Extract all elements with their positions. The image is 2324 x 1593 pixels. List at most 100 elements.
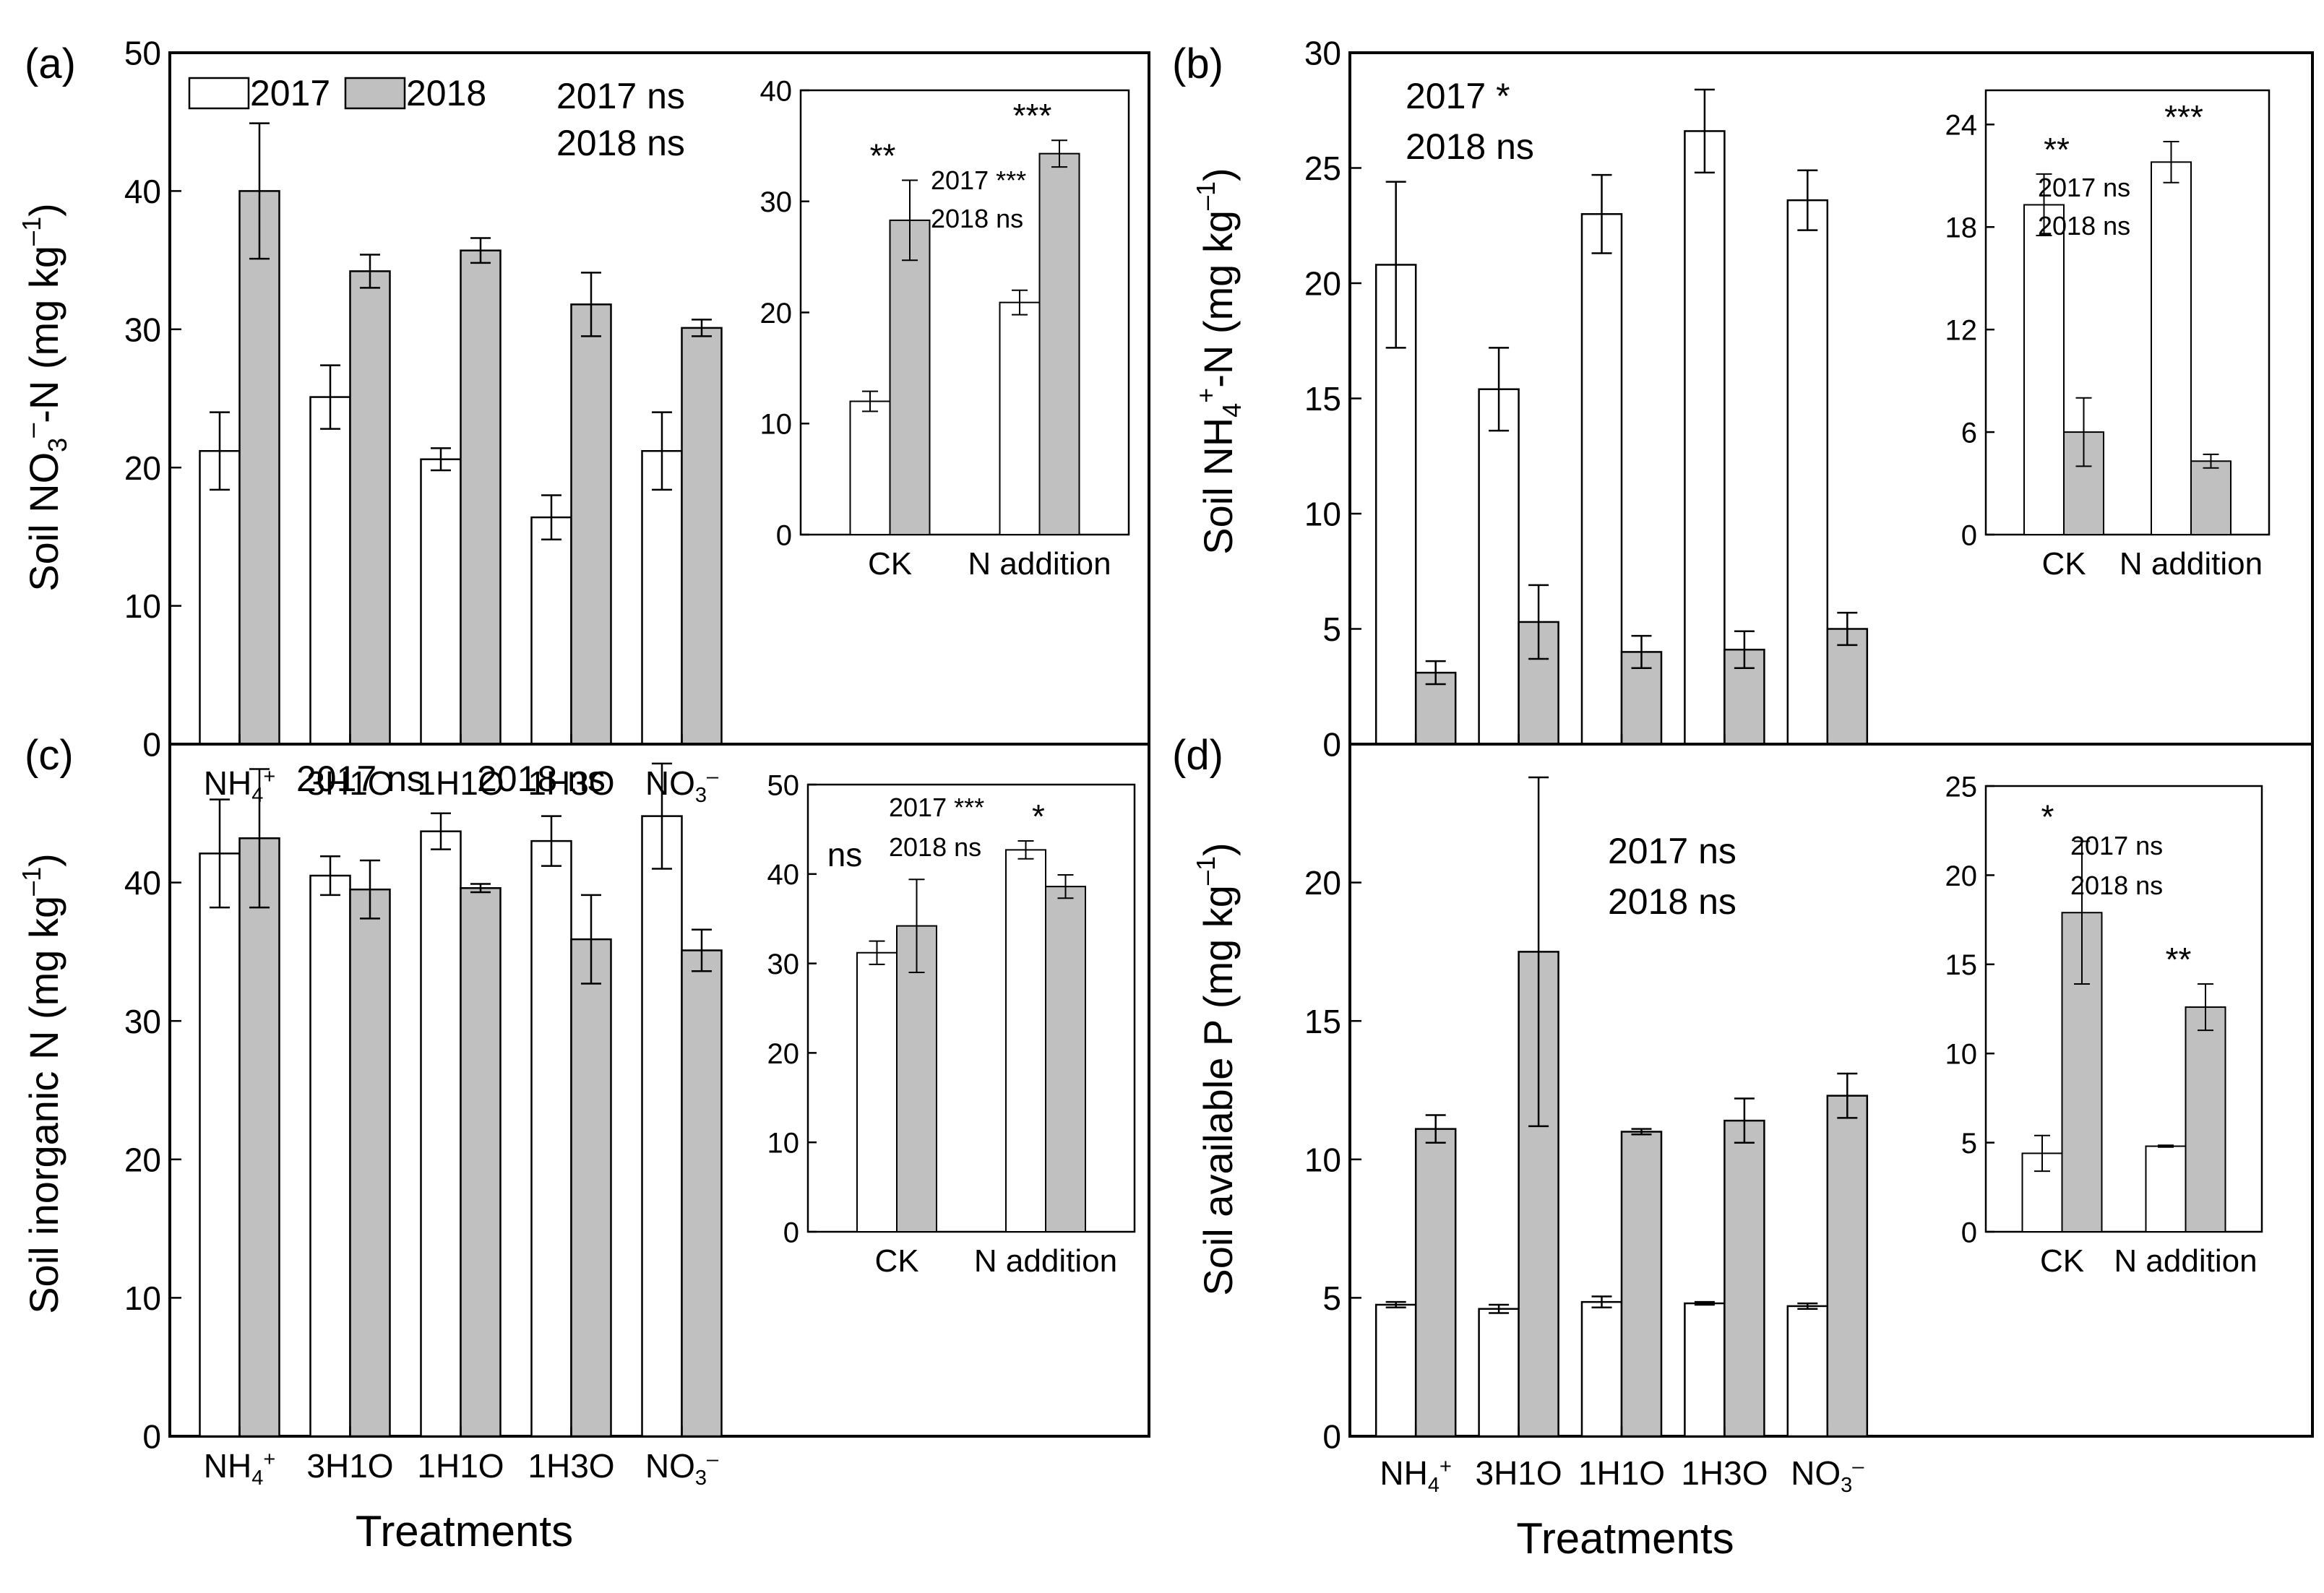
- inset-note-3-0: 2017 ns: [2070, 831, 2163, 860]
- ytick-label-inset-2-10: 10: [767, 1128, 800, 1160]
- ytick-label-inset-2-20: 20: [767, 1038, 800, 1070]
- ytick-label-main-3-15: 15: [1304, 1003, 1341, 1040]
- ytick-label-main-0-10: 10: [124, 587, 161, 625]
- xtick-label-3-3: 1H3O: [1681, 1454, 1768, 1492]
- legend-label-2017: 2017: [250, 73, 330, 113]
- annotation-0-1: 2018 ns: [556, 123, 685, 163]
- bar-inset-2-2017-1: [1005, 849, 1046, 1232]
- bar-main-3-2017-1: [1478, 1308, 1520, 1438]
- bar-main-1-2017-1: [1478, 388, 1520, 746]
- inset-note-2-0: 2017 ***: [889, 793, 984, 822]
- inset-sig-3-0: *: [2041, 798, 2054, 836]
- bar-main-2-2018-0: [238, 837, 280, 1438]
- bar-main-2-2018-4: [681, 949, 723, 1438]
- ytick-label-inset-3-20: 20: [1945, 860, 1978, 892]
- legend-label-2018: 2018: [406, 73, 486, 113]
- x-axis-title-3: Treatments: [1516, 1514, 1734, 1563]
- annotation-3-0: 2017 ns: [1608, 831, 1736, 871]
- inset-xtick-label-1-0: CK: [2041, 546, 2086, 582]
- inset-xtick-label-0-1: N addition: [968, 546, 1111, 582]
- ytick-label-inset-3-25: 25: [1945, 771, 1978, 803]
- panel-2: (c) Soil inorganic N (mg kg–1) 0 10 20 30 40 NH…: [17, 732, 1150, 1555]
- bar-main-0-2017-2: [420, 458, 462, 746]
- bar-main-0-2017-1: [309, 396, 351, 746]
- xtick-label-2-2: 1H1O: [417, 1447, 504, 1485]
- inset-sig-1-1: ***: [2164, 98, 2203, 136]
- ytick-label-main-3-20: 20: [1304, 864, 1341, 902]
- xtick-label-0-4: NO3–: [645, 764, 719, 807]
- ytick-label-main-2-0: 0: [142, 1418, 161, 1456]
- ytick-label-main-0-30: 30: [124, 311, 161, 348]
- inset-2: 0 10 20 30 40 50 CK ns N addition * 2017 *** 2018 n…: [767, 769, 1136, 1279]
- bar-main-3-2018-0: [1414, 1128, 1457, 1438]
- ytick-label-inset-1-18: 18: [1945, 212, 1978, 244]
- panel-label-1: (b): [1172, 40, 1223, 87]
- y-axis-title-3: Soil available P (mg kg–1): [1191, 842, 1241, 1295]
- bar-inset-3-2017-1: [2145, 1145, 2187, 1233]
- ytick-label-main-1-20: 20: [1304, 265, 1341, 303]
- ytick-label-inset-2-0: 0: [783, 1217, 799, 1248]
- panel-label-0: (a): [25, 40, 76, 87]
- ytick-label-main-0-0: 0: [142, 726, 161, 764]
- xtick-label-2-1: 3H1O: [306, 1447, 393, 1485]
- inset-note-3-1: 2018 ns: [2070, 871, 2163, 900]
- bar-main-0-2018-1: [349, 270, 391, 746]
- inset-note-2-1: 2018 ns: [889, 832, 981, 862]
- bar-main-3-2017-0: [1374, 1303, 1417, 1438]
- xtick-label-3-4: NO3–: [1791, 1454, 1864, 1497]
- ytick-label-main-0-50: 50: [124, 35, 161, 72]
- bar-main-2-2018-2: [460, 887, 502, 1438]
- annotation-3-1: 2018 ns: [1608, 881, 1736, 922]
- ytick-label-inset-3-10: 10: [1945, 1039, 1978, 1071]
- xtick-label-0-3: 1H3O: [528, 764, 614, 802]
- ytick-label-inset-0-0: 0: [776, 519, 792, 551]
- bar-main-0-2017-3: [530, 516, 572, 746]
- bar-main-2-2017-2: [420, 830, 462, 1438]
- bar-main-3-2018-4: [1826, 1095, 1869, 1438]
- xtick-label-3-1: 3H1O: [1476, 1454, 1562, 1492]
- bar-inset-0-2017-0: [849, 400, 891, 535]
- bar-inset-0-2017-1: [999, 301, 1041, 535]
- inset-sig-0-0: **: [870, 137, 896, 175]
- inset-sig-2-0: ns: [827, 836, 863, 873]
- ytick-label-main-3-0: 0: [1322, 1418, 1341, 1456]
- ytick-label-inset-0-30: 30: [760, 186, 793, 218]
- bar-main-1-2018-4: [1826, 628, 1869, 746]
- inset-3: 0 5 10 15 20 25 CK * N addition ** 2017 ns 2018 ns: [1945, 771, 2263, 1279]
- bar-main-0-2018-2: [460, 249, 502, 746]
- ytick-label-inset-2-30: 30: [767, 949, 800, 980]
- xtick-label-2-0: NH4+: [204, 1447, 276, 1490]
- bar-main-3-2018-3: [1723, 1119, 1765, 1438]
- ytick-label-main-1-5: 5: [1322, 610, 1341, 648]
- xtick-label-3-0: NH4+: [1380, 1454, 1452, 1497]
- xtick-label-0-0: NH4+: [204, 764, 276, 807]
- ytick-label-main-2-40: 40: [124, 864, 161, 902]
- inset-xtick-label-3-0: CK: [2040, 1243, 2084, 1279]
- bar-main-0-2018-0: [238, 190, 280, 746]
- bar-main-3-2017-2: [1580, 1300, 1623, 1438]
- legend-swatch-2018: [344, 77, 406, 110]
- inset-xtick-label-3-1: N addition: [2114, 1243, 2257, 1279]
- ytick-label-main-1-25: 25: [1304, 150, 1341, 187]
- ytick-label-inset-2-50: 50: [767, 769, 800, 801]
- inset-note-1-0: 2017 ns: [2038, 173, 2130, 202]
- bar-main-0-2017-0: [199, 449, 241, 746]
- ytick-label-inset-1-6: 6: [1961, 417, 1977, 449]
- bar-inset-2-2018-1: [1045, 886, 1086, 1232]
- annotation-1-0: 2017 *: [1406, 76, 1510, 116]
- inset-xtick-label-0-0: CK: [868, 546, 912, 582]
- ytick-label-inset-3-5: 5: [1961, 1128, 1977, 1160]
- bar-main-1-2017-3: [1684, 130, 1726, 746]
- ytick-label-inset-3-0: 0: [1961, 1217, 1977, 1248]
- inset-xtick-label-2-1: N addition: [974, 1243, 1117, 1279]
- bar-main-1-2017-2: [1580, 213, 1623, 746]
- xtick-label-2-3: 1H3O: [528, 1447, 614, 1485]
- xtick-label-0-1: 3H1O: [306, 764, 393, 802]
- bar-inset-1-2017-0: [2023, 204, 2065, 535]
- ytick-label-main-1-15: 15: [1304, 380, 1341, 418]
- xtick-label-3-2: 1H1O: [1578, 1454, 1665, 1492]
- bar-main-2-2018-1: [349, 888, 391, 1438]
- panel-1: (b) Soil NH4+-N (mg kg–1) 0 5 10 15 20 25 30 2017…: [1172, 35, 2314, 764]
- inset-xtick-label-1-1: N addition: [2119, 546, 2263, 582]
